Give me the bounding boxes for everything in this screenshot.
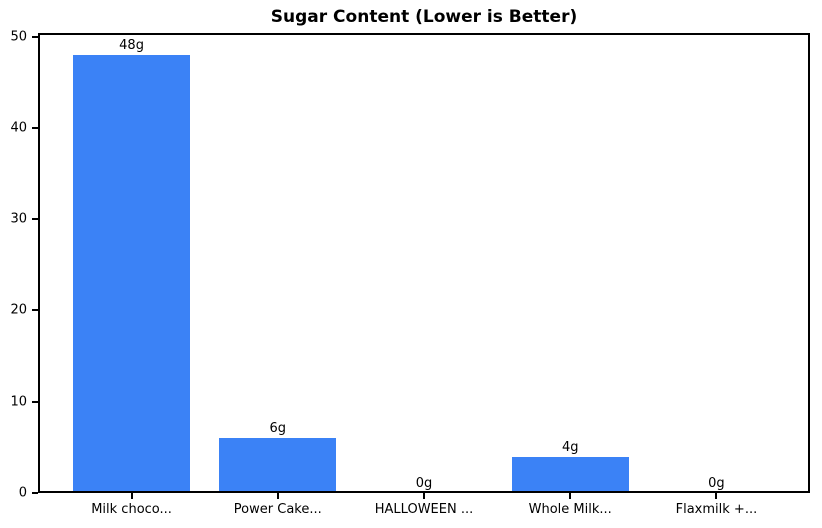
y-tick-mark xyxy=(32,218,38,221)
x-tick-label: HALLOWEEN ... xyxy=(374,502,474,517)
chart-title: Sugar Content (Lower is Better) xyxy=(270,7,578,27)
y-axis: 0 10 20 30 40 50 xyxy=(0,29,38,500)
x-tick-mark xyxy=(130,493,133,499)
y-tick-mark xyxy=(32,309,38,312)
x-tick-mark xyxy=(715,493,718,499)
y-tick-label: 10 xyxy=(10,394,27,410)
x-tick-mark xyxy=(276,493,279,499)
x-tick-mark xyxy=(569,493,572,499)
plot-area: 48g 6g 0g 4g 0g xyxy=(38,33,810,493)
y-tick-mark xyxy=(32,126,38,129)
x-tick-label: Power Cake... xyxy=(233,502,322,517)
y-tick-label: 0 xyxy=(18,485,27,501)
y-tick-label: 50 xyxy=(10,29,27,45)
y-tick-label: 40 xyxy=(10,120,27,136)
y-tick-mark xyxy=(32,400,38,403)
bar-value-label: 0g xyxy=(415,476,433,491)
bars-layer: 48g 6g 0g 4g 0g xyxy=(38,33,810,493)
bar-value-label: 4g xyxy=(561,439,579,455)
x-tick-label: Flaxmilk +... xyxy=(675,502,758,517)
bar-value-label: 0g xyxy=(708,476,725,491)
y-tick-mark xyxy=(32,35,38,38)
bar xyxy=(73,54,191,493)
y-tick-label: 30 xyxy=(10,211,27,227)
x-tick-label: Milk choco... xyxy=(91,502,172,517)
bar xyxy=(219,438,337,493)
bar xyxy=(511,456,629,493)
bar-value-label: 6g xyxy=(269,421,287,437)
x-axis: Milk choco... Power Cake... HALLOWEEN ... W… xyxy=(38,493,810,528)
bar-value-label: 48g xyxy=(119,37,144,53)
x-tick-mark xyxy=(423,493,425,499)
y-tick-mark xyxy=(32,492,38,494)
y-tick-label: 20 xyxy=(10,302,27,318)
x-tick-label: Whole Milk... xyxy=(528,502,612,517)
